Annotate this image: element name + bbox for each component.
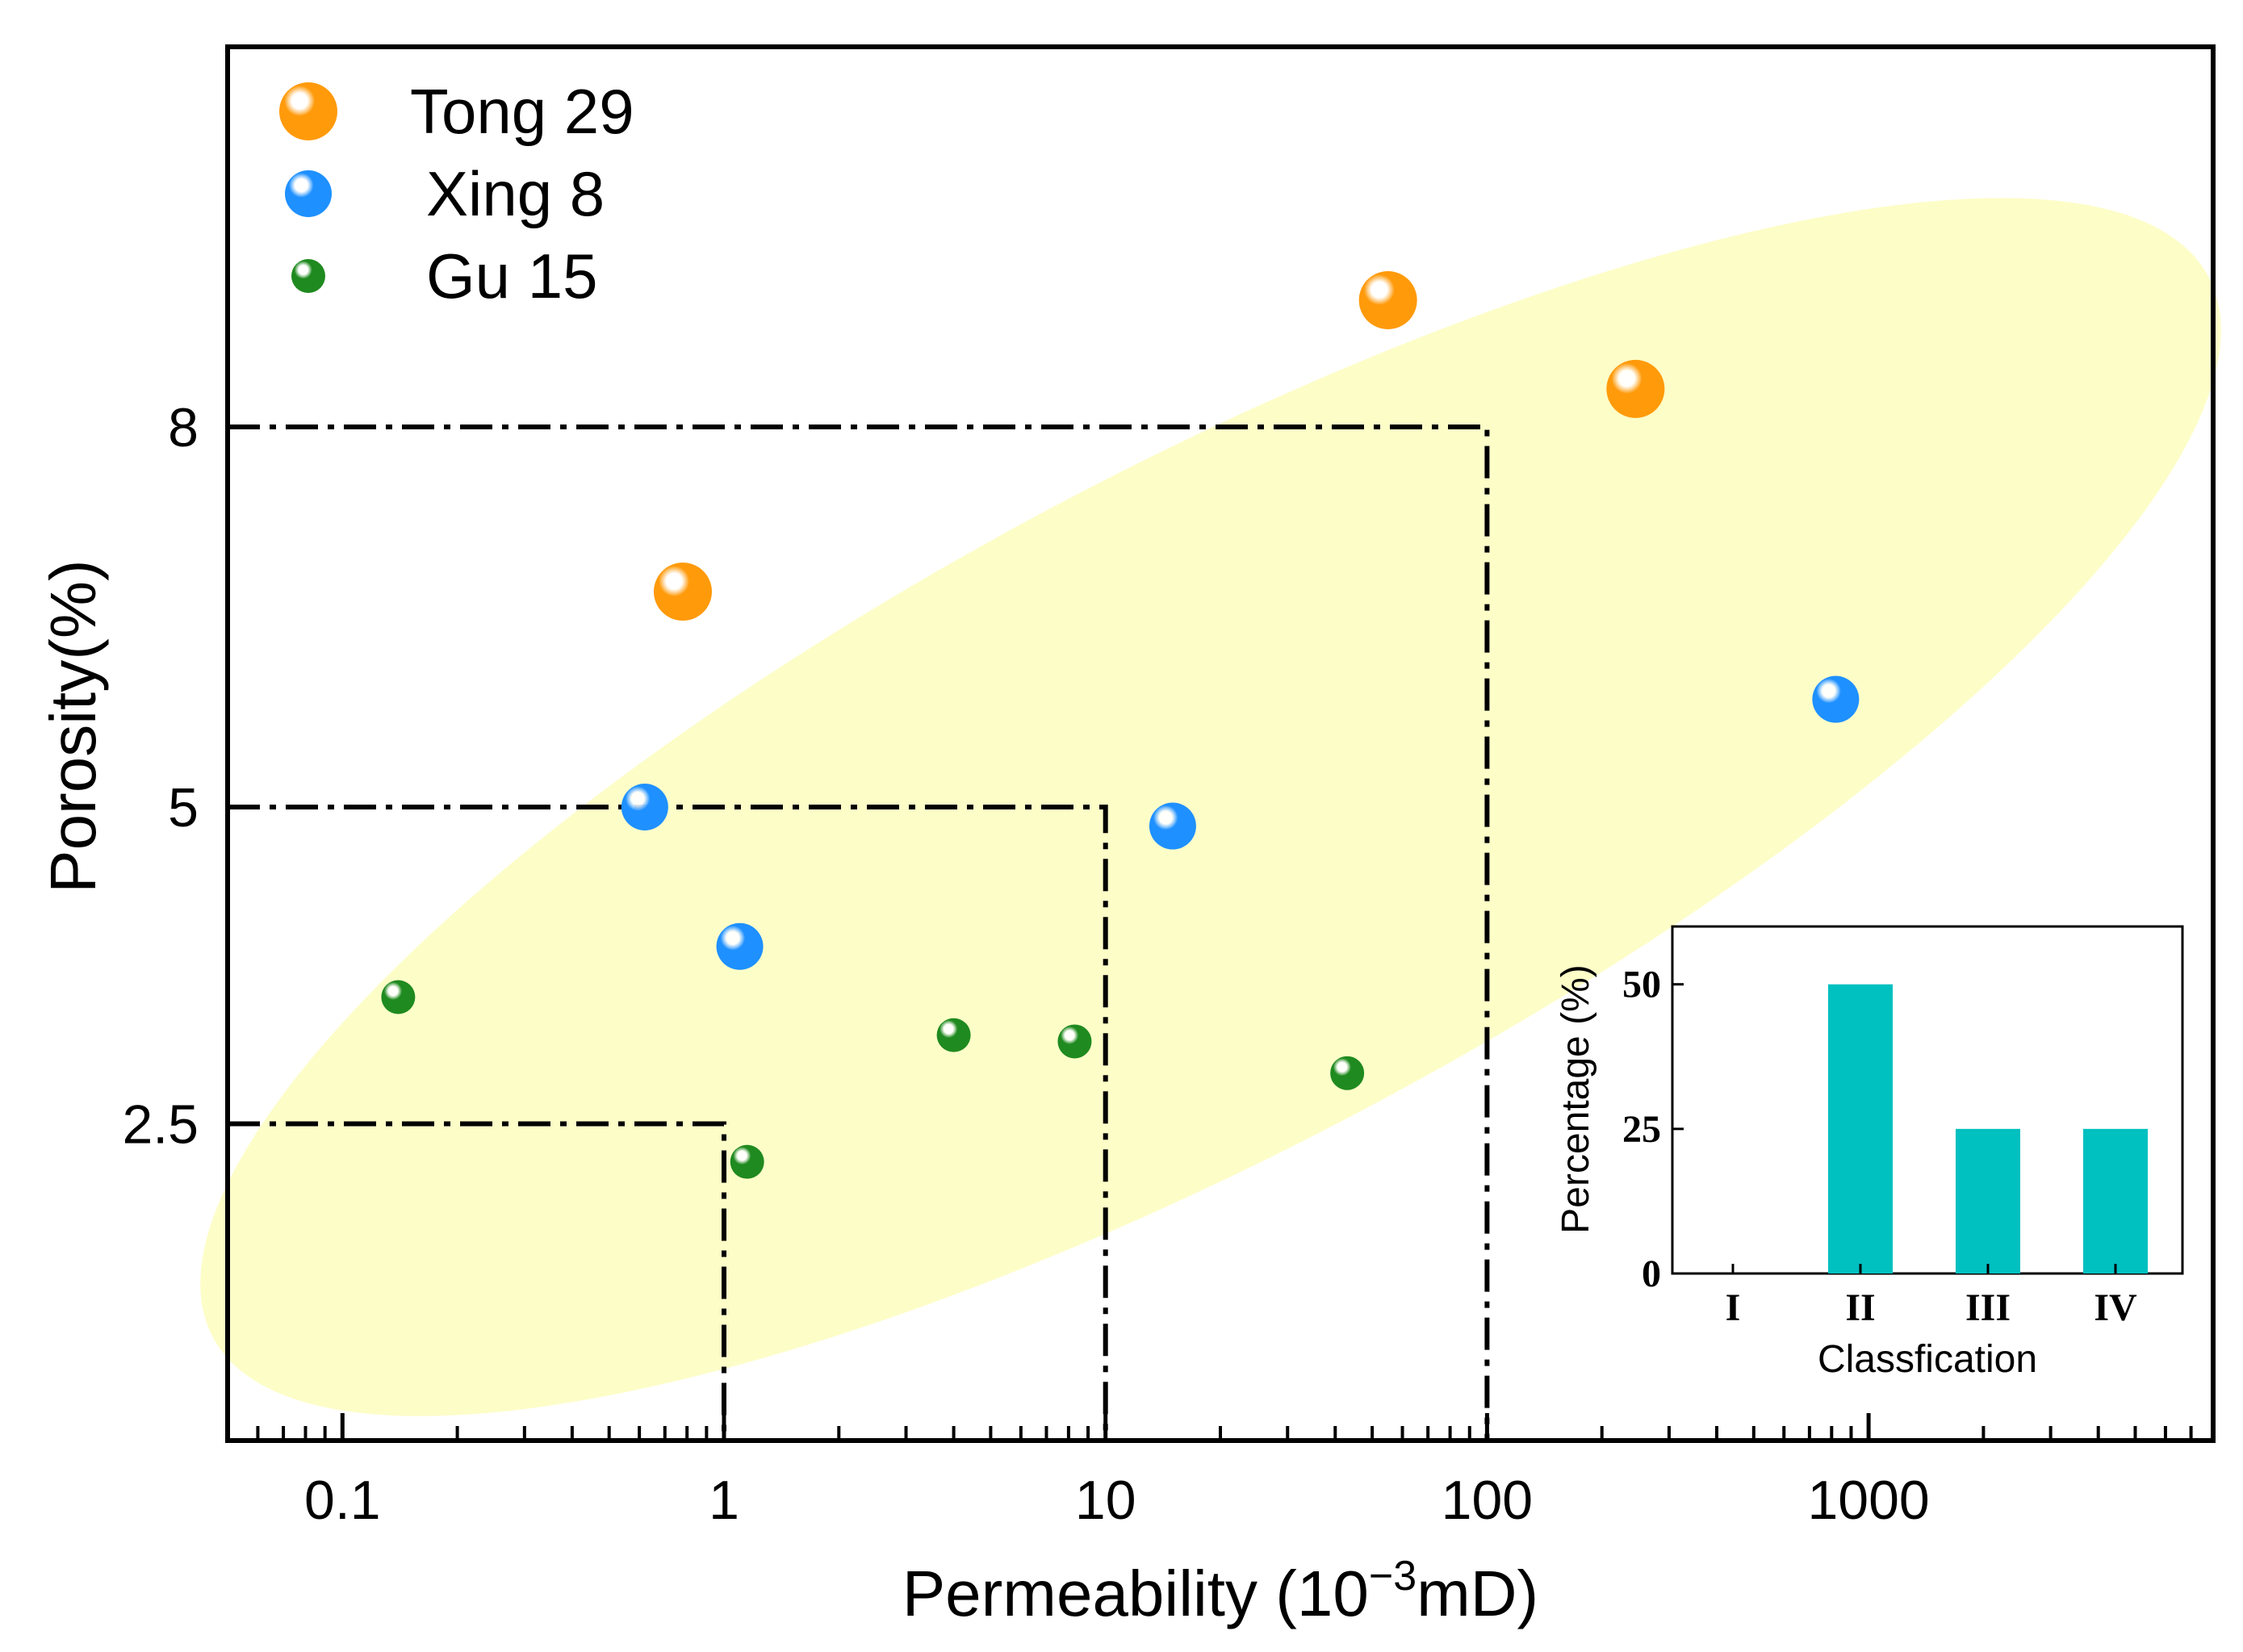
legend-label: Tong 29 xyxy=(410,76,634,147)
data-point xyxy=(1057,1024,1092,1059)
inset-x-tick-label: I xyxy=(1726,1286,1741,1329)
data-point xyxy=(1358,271,1417,329)
inset-bar xyxy=(1956,1128,2020,1274)
inset-x-tick-label: III xyxy=(1965,1286,2011,1329)
legend: Tong 29 Xing 8 Gu 15 xyxy=(279,76,634,312)
legend-label: Gu 15 xyxy=(426,240,597,312)
data-point xyxy=(1149,802,1196,850)
x-tick-label: 100 xyxy=(1442,1470,1533,1531)
data-point xyxy=(1606,359,1665,418)
inset-y-title: Percentage (%) xyxy=(1555,964,1597,1234)
inset-bars xyxy=(1828,984,2148,1274)
inset-y-tick-label: 50 xyxy=(1622,964,1661,1006)
data-point xyxy=(730,1144,764,1179)
legend-marker xyxy=(291,259,325,293)
x-axis-title: Permeability (10−3mD) xyxy=(902,1553,1538,1629)
inset-y-tick-label: 0 xyxy=(1642,1253,1661,1295)
y-axis-ticks: 2.5 5 8 xyxy=(122,397,249,1156)
inset-y-tick-label: 25 xyxy=(1622,1108,1661,1151)
y-axis-title: Porosity(%) xyxy=(37,559,109,893)
data-point xyxy=(621,784,668,830)
threshold-line xyxy=(228,1121,726,1441)
inset-x-tick-label: IV xyxy=(2094,1286,2137,1329)
x-axis-ticks: 0.1 1 10 100 1000 xyxy=(226,1413,2215,1531)
legend-marker xyxy=(285,170,332,217)
data-point xyxy=(381,980,416,1014)
threshold-lines xyxy=(228,425,1490,1441)
threshold-line xyxy=(228,425,1490,1441)
threshold-line xyxy=(228,805,1108,1441)
inset-bar xyxy=(1828,984,1893,1274)
data-point xyxy=(936,1018,971,1052)
inset-x-title: Classfication xyxy=(1818,1338,2037,1381)
x-tick-label: 1000 xyxy=(1807,1470,1929,1531)
y-tick-label: 8 xyxy=(168,397,199,458)
legend-marker xyxy=(279,82,337,140)
data-point xyxy=(1330,1056,1365,1090)
classification-region xyxy=(200,198,2221,1416)
data-point xyxy=(1812,675,1860,723)
data-point xyxy=(716,922,764,970)
data-points xyxy=(381,271,1860,1179)
x-tick-label: 1 xyxy=(709,1470,739,1531)
x-tick-label: 0.1 xyxy=(304,1470,381,1531)
x-tick-label: 10 xyxy=(1075,1470,1136,1531)
y-tick-label: 2.5 xyxy=(122,1094,199,1156)
y-tick-label: 5 xyxy=(168,777,199,839)
inset-x-tick-label: II xyxy=(1845,1286,1875,1329)
legend-label: Xing 8 xyxy=(426,158,605,229)
inset-bar xyxy=(2083,1128,2148,1274)
data-point xyxy=(653,563,712,621)
